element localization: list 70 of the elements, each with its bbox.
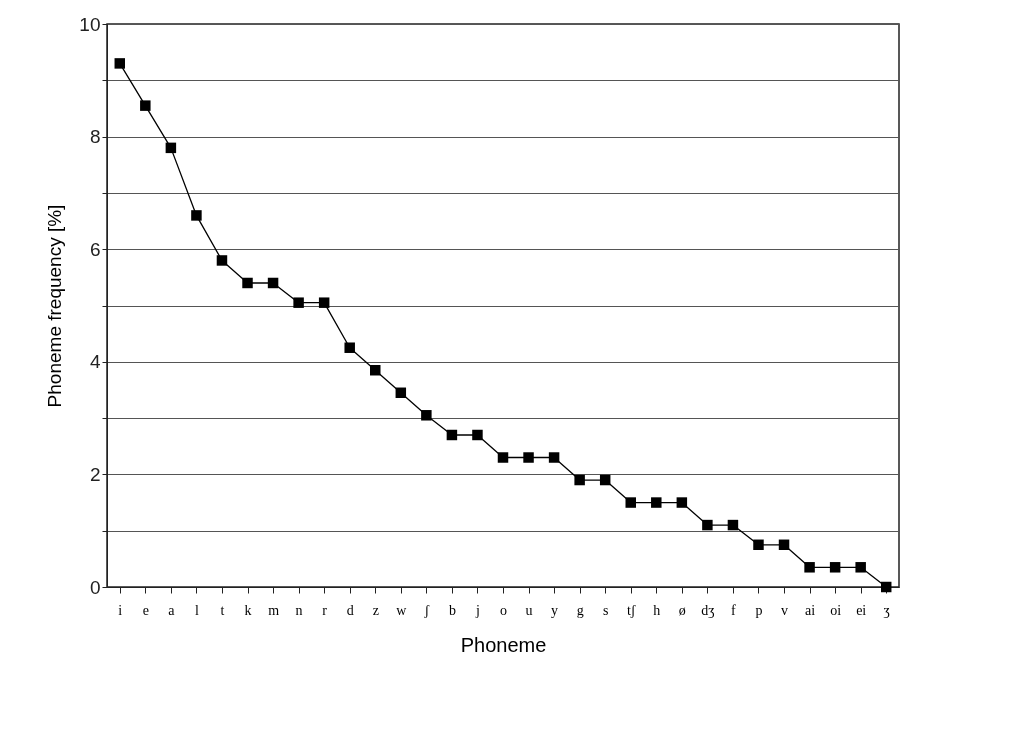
x-axis-title: Phoneme <box>460 633 547 656</box>
point <box>318 297 330 308</box>
point <box>778 539 790 551</box>
point <box>165 142 177 154</box>
point <box>804 562 815 573</box>
point <box>702 519 713 531</box>
x-tick-label: dʒ <box>701 602 715 618</box>
point <box>114 58 126 69</box>
y-tick-label: 8 <box>89 126 101 148</box>
x-tick-label: z <box>372 602 379 618</box>
x-tick-label: r <box>322 602 328 618</box>
point <box>395 387 407 399</box>
x-tick-label: ai <box>805 602 816 618</box>
y-axis-title: Phoneme frequency [%] <box>44 204 66 408</box>
point <box>242 277 253 289</box>
point <box>651 497 662 508</box>
point <box>855 562 866 573</box>
x-tick-label: w <box>396 602 408 618</box>
x-tick-label: m <box>268 602 280 618</box>
point <box>191 210 202 221</box>
x-tick-label: d <box>346 602 354 618</box>
x-tick-label: f <box>731 602 737 618</box>
x-tick-label: g <box>576 602 584 618</box>
x-tick-label: j <box>475 602 480 618</box>
point <box>370 365 381 376</box>
x-tick-label: oi <box>830 602 842 618</box>
x-tick-label: u <box>525 602 533 618</box>
point <box>625 497 636 508</box>
x-tick-label: ø <box>678 602 686 618</box>
point <box>880 581 892 593</box>
point <box>676 497 688 508</box>
x-tick-label: t <box>220 602 225 618</box>
x-tick-label: p <box>755 602 763 618</box>
point <box>599 474 611 486</box>
point <box>472 429 483 441</box>
point <box>421 410 432 421</box>
y-tick-label: 2 <box>89 463 101 485</box>
point <box>753 539 764 551</box>
y-tick-label: 4 <box>89 351 101 373</box>
x-tick-label: ʒ <box>883 602 890 618</box>
x-tick-label: h <box>653 602 661 618</box>
point <box>140 100 151 111</box>
x-tick-label: b <box>448 602 456 618</box>
point <box>523 452 534 463</box>
x-tick-label: a <box>168 602 176 618</box>
x-tick-label: s <box>602 602 609 618</box>
x-tick-label: k <box>244 602 252 618</box>
point <box>446 429 458 441</box>
y-tick-label: 6 <box>89 238 101 260</box>
point <box>727 519 739 531</box>
point <box>829 562 841 573</box>
x-tick-label: i <box>118 602 123 618</box>
x-tick-label: ei <box>856 602 867 618</box>
y-tick-label: 0 <box>89 576 101 598</box>
point <box>497 452 509 463</box>
x-tick-label: v <box>781 602 789 618</box>
point <box>574 474 585 486</box>
x-tick-label: o <box>500 602 507 618</box>
point <box>548 452 560 463</box>
x-tick-label: tʃ <box>626 602 636 618</box>
point <box>344 342 355 353</box>
x-tick-label: n <box>295 602 303 618</box>
x-tick-label: e <box>142 602 149 618</box>
x-tick-label: y <box>551 602 559 618</box>
x-tick-label: l <box>194 602 199 618</box>
x-tick-label: ʃ <box>423 602 430 618</box>
point <box>267 277 279 289</box>
point <box>293 297 304 308</box>
point <box>216 255 228 266</box>
y-tick-label: 10 <box>79 13 101 35</box>
